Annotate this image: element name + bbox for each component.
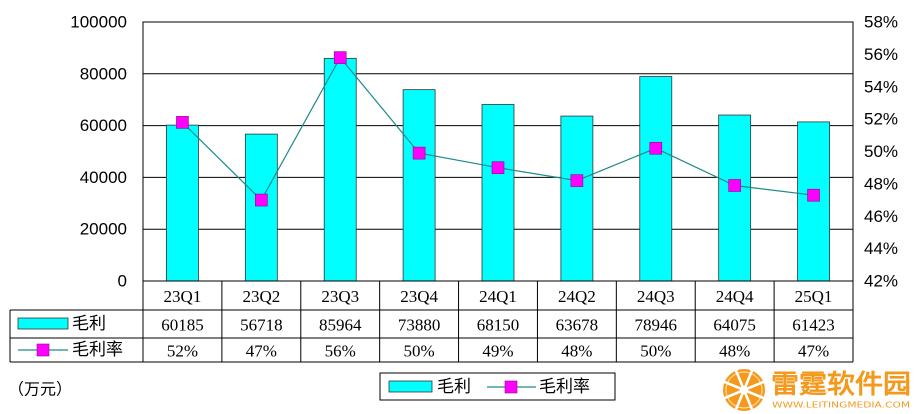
legend-label: 毛利 bbox=[437, 377, 471, 397]
category-label: 24Q4 bbox=[716, 287, 754, 306]
margin-marker-24q2 bbox=[570, 174, 584, 187]
right-axis-tick-label: 46% bbox=[864, 207, 898, 226]
right-axis-tick-label: 42% bbox=[864, 272, 898, 291]
left-axis: 0 20000 40000 60000 80000 100000 bbox=[70, 13, 127, 291]
right-axis-tick-label: 48% bbox=[864, 174, 898, 193]
category-label: 23Q1 bbox=[164, 287, 202, 306]
right-axis-tick-label: 58% bbox=[864, 13, 898, 32]
legend-item-gross-profit: 毛利 bbox=[388, 377, 471, 397]
left-axis-tick-label: 80000 bbox=[80, 64, 127, 83]
table-cell-gross-margin: 50% bbox=[404, 342, 435, 361]
table-cell-gross-margin: 56% bbox=[325, 342, 356, 361]
category-label: 23Q3 bbox=[321, 287, 359, 306]
right-axis-tick-label: 52% bbox=[864, 110, 898, 129]
bar-swatch-icon bbox=[17, 317, 69, 330]
watermark: 雷霆软件园 WWW.LEITINGMEDIA.COM bbox=[723, 369, 911, 411]
right-axis: 42% 44% 46% 48% 50% 52% 54% 56% 58% bbox=[864, 13, 898, 291]
bar-24q1 bbox=[481, 104, 515, 282]
margin-marker-23q2 bbox=[255, 193, 268, 207]
bar-23q4 bbox=[402, 89, 436, 282]
margin-marker-24q1 bbox=[491, 161, 505, 174]
bar-24q4 bbox=[718, 114, 752, 282]
bar-series-gross-profit bbox=[166, 57, 830, 282]
leiting-logo-icon bbox=[723, 369, 765, 411]
line-series-gross-margin bbox=[176, 51, 820, 207]
margin-marker-23q4 bbox=[412, 146, 426, 160]
margin-marker-25q1 bbox=[807, 188, 820, 202]
table-cell-gross-margin: 48% bbox=[719, 342, 750, 361]
left-axis-tick-label: 100000 bbox=[70, 13, 127, 32]
bar-24q2 bbox=[560, 115, 594, 282]
legend-item-gross-margin: 毛利率 bbox=[487, 377, 590, 397]
marker-swatch-icon bbox=[36, 343, 50, 357]
table-cell-gross-margin: 47% bbox=[798, 342, 829, 361]
table-row-label-gross-profit: 毛利 bbox=[17, 314, 106, 334]
bar-23q3 bbox=[323, 57, 357, 282]
table-cell-gross-profit: 85964 bbox=[319, 316, 362, 335]
table-cell-gross-profit: 61423 bbox=[792, 316, 835, 335]
category-label: 23Q2 bbox=[242, 287, 280, 306]
table-row-label: 毛利率 bbox=[72, 340, 123, 360]
logo-center bbox=[740, 386, 748, 394]
marker-swatch-icon bbox=[504, 380, 518, 394]
category-label: 24Q1 bbox=[479, 287, 517, 306]
table-cell-gross-profit: 64075 bbox=[713, 316, 756, 335]
left-axis-tick-label: 40000 bbox=[80, 168, 127, 187]
category-label: 24Q2 bbox=[558, 287, 596, 306]
bar-23q2 bbox=[244, 133, 278, 282]
category-label: 23Q4 bbox=[400, 287, 438, 306]
table-cell-gross-margin: 49% bbox=[482, 342, 513, 361]
left-axis-tick-label: 60000 bbox=[80, 116, 127, 135]
table-cell-gross-profit: 60185 bbox=[161, 316, 204, 335]
category-label: 24Q3 bbox=[637, 287, 675, 306]
table-row-label: 毛利 bbox=[72, 314, 106, 334]
category-label: 25Q1 bbox=[795, 287, 833, 306]
table-cell-gross-profit: 63678 bbox=[556, 316, 599, 335]
margin-marker-23q3 bbox=[333, 51, 347, 64]
watermark-url: WWW.LEITINGMEDIA.COM bbox=[772, 401, 910, 410]
right-axis-tick-label: 54% bbox=[864, 77, 898, 96]
bar-swatch-icon bbox=[388, 380, 433, 393]
table-cell-gross-profit: 73880 bbox=[398, 316, 441, 335]
table-cell-gross-profit: 56718 bbox=[240, 316, 283, 335]
data-table: 23Q1 60185 52% 23Q2 56718 47% 23Q3 85964 56% 23Q4… bbox=[9, 22, 854, 363]
table-cell-gross-profit: 68150 bbox=[477, 316, 520, 335]
table-row-label-gross-margin: 毛利率 bbox=[18, 340, 123, 360]
plot-area-border bbox=[142, 21, 854, 282]
left-axis-tick-label: 0 bbox=[118, 272, 127, 291]
legend-label: 毛利率 bbox=[539, 377, 590, 397]
table-cell-gross-margin: 48% bbox=[561, 342, 592, 361]
margin-marker-23q1 bbox=[176, 116, 189, 129]
table-cell-gross-margin: 52% bbox=[167, 342, 198, 361]
right-axis-tick-label: 56% bbox=[864, 45, 898, 64]
legend: 毛利 毛利率 bbox=[379, 372, 616, 401]
margin-marker-24q3 bbox=[649, 141, 663, 155]
unit-label: （万元） bbox=[8, 380, 72, 399]
table-cell-gross-margin: 47% bbox=[246, 342, 277, 361]
table-cell-gross-profit: 78946 bbox=[635, 316, 678, 335]
bar-24q3 bbox=[639, 76, 673, 282]
table-cell-gross-margin: 50% bbox=[640, 342, 671, 361]
right-axis-tick-label: 44% bbox=[864, 239, 898, 258]
logo-rind bbox=[725, 371, 763, 409]
left-axis-tick-label: 20000 bbox=[80, 220, 127, 239]
watermark-title: 雷霆软件园 bbox=[771, 370, 911, 400]
margin-marker-24q4 bbox=[728, 179, 741, 192]
bar-23q1 bbox=[166, 124, 199, 282]
right-axis-tick-label: 50% bbox=[864, 142, 898, 161]
